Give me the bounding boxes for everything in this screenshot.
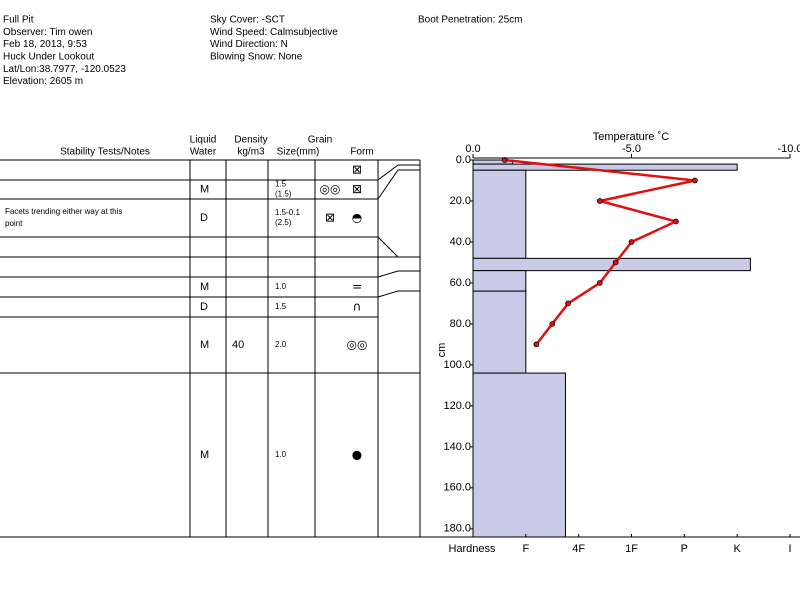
header-text: Wind Direction: N: [210, 39, 288, 50]
grain-form: ⊠: [352, 182, 362, 196]
y-tick-label: 120.0: [443, 400, 471, 412]
connector: [377, 236, 420, 258]
header-text: Elevation: 2605 m: [3, 76, 83, 87]
table-header: Size(mm): [277, 147, 320, 158]
grain-size: (1.5): [275, 190, 292, 199]
x-tick-label: 1F: [625, 543, 638, 555]
grain-size: 1.0: [275, 450, 287, 459]
temperature-line: [504, 158, 696, 346]
temp-tick-label: 0.0: [465, 143, 480, 155]
header-text: Lat/Lon:38.7977, -120.0523: [3, 64, 126, 75]
header-text: Sky Cover: -SCT: [210, 15, 285, 26]
grain-size: 1.5-0.1: [275, 208, 300, 217]
grain-size: 2.0: [275, 340, 287, 349]
hardness-bar: [472, 169, 527, 259]
x-tick-label: F: [522, 543, 529, 555]
x-tick-label: 4F: [572, 543, 585, 555]
connector: [377, 290, 420, 298]
x-tick-label: I: [788, 543, 791, 555]
liquid-water: M: [200, 281, 209, 293]
grain-form: =: [352, 280, 362, 294]
hardness-bar: [472, 290, 527, 374]
table-header: kg/m3: [237, 147, 265, 158]
grain-form: ◎◎: [347, 338, 368, 352]
density: 40: [232, 339, 244, 351]
header-text: Full Pit: [3, 15, 34, 26]
liquid-water: D: [200, 212, 208, 224]
temperature-point: [673, 218, 679, 225]
temperature-point: [628, 239, 635, 245]
liquid-water: M: [200, 183, 209, 195]
x-axis-label: Hardness: [448, 543, 496, 555]
temperature-point: [549, 321, 556, 327]
table-header: Form: [350, 147, 373, 158]
temperature-point: [565, 300, 571, 307]
connector: [377, 270, 420, 278]
connector: [377, 169, 420, 200]
table-header: Water: [190, 147, 217, 158]
grain-form: ∩: [353, 300, 362, 314]
y-tick-label: 140.0: [443, 441, 471, 453]
table-header: Grain: [308, 135, 332, 146]
temp-tick-label: -10.0: [777, 143, 800, 155]
note: Facets trending either way at this: [5, 207, 122, 216]
table-header: Liquid: [190, 135, 217, 146]
y-axis-label: cm: [436, 343, 448, 358]
header-text: Feb 18, 2013, 9:53: [3, 39, 87, 50]
x-tick-label: K: [733, 543, 741, 555]
connector: [377, 164, 420, 181]
note: point: [5, 219, 23, 228]
hardness-bar: [472, 270, 527, 292]
temperature-point: [692, 177, 698, 184]
liquid-water: D: [200, 301, 208, 313]
grain-form: ◎◎: [320, 182, 341, 196]
temperature-point: [596, 198, 603, 204]
grain-form: ●: [352, 448, 362, 462]
grain-size: 1.0: [275, 282, 287, 291]
hardness-bar: [472, 372, 566, 538]
grain-size: 1.5: [275, 302, 287, 311]
y-tick-label: 60.0: [450, 277, 471, 289]
temp-title: Temperature ˚C: [593, 131, 669, 143]
liquid-water: M: [200, 449, 209, 461]
y-tick-label: 160.0: [443, 482, 471, 494]
y-tick-label: 180.0: [443, 523, 471, 535]
y-tick-label: 100.0: [443, 359, 471, 371]
header-text: Boot Penetration: 25cm: [418, 15, 523, 26]
grain-size: 1.5: [275, 180, 287, 189]
header-text: Observer: Tim owen: [3, 27, 92, 38]
temperature-point: [596, 280, 603, 286]
table-header: Density: [234, 135, 267, 146]
table-header: Stability Tests/Notes: [60, 147, 150, 158]
y-tick-label: 0.0: [456, 154, 471, 166]
grain-form: ⊠: [325, 211, 335, 225]
temperature-point: [612, 259, 619, 266]
header-text: Blowing Snow: None: [210, 52, 303, 63]
y-tick-label: 20.0: [450, 195, 471, 207]
grain-size: (2.5): [275, 218, 292, 227]
y-tick-label: 80.0: [450, 318, 471, 330]
y-tick-label: 40.0: [450, 236, 471, 248]
header-text: Wind Speed: Calmsubjective: [210, 27, 338, 38]
liquid-water: M: [200, 339, 209, 351]
temperature-point: [533, 341, 540, 348]
header-text: Huck Under Lookout: [3, 52, 94, 63]
x-tick-label: P: [681, 543, 688, 555]
hardness-bar: [472, 163, 738, 171]
temp-tick-label: -5.0: [622, 143, 641, 155]
grain-form: ◓: [352, 211, 362, 225]
grain-form: ⊠: [352, 163, 362, 177]
